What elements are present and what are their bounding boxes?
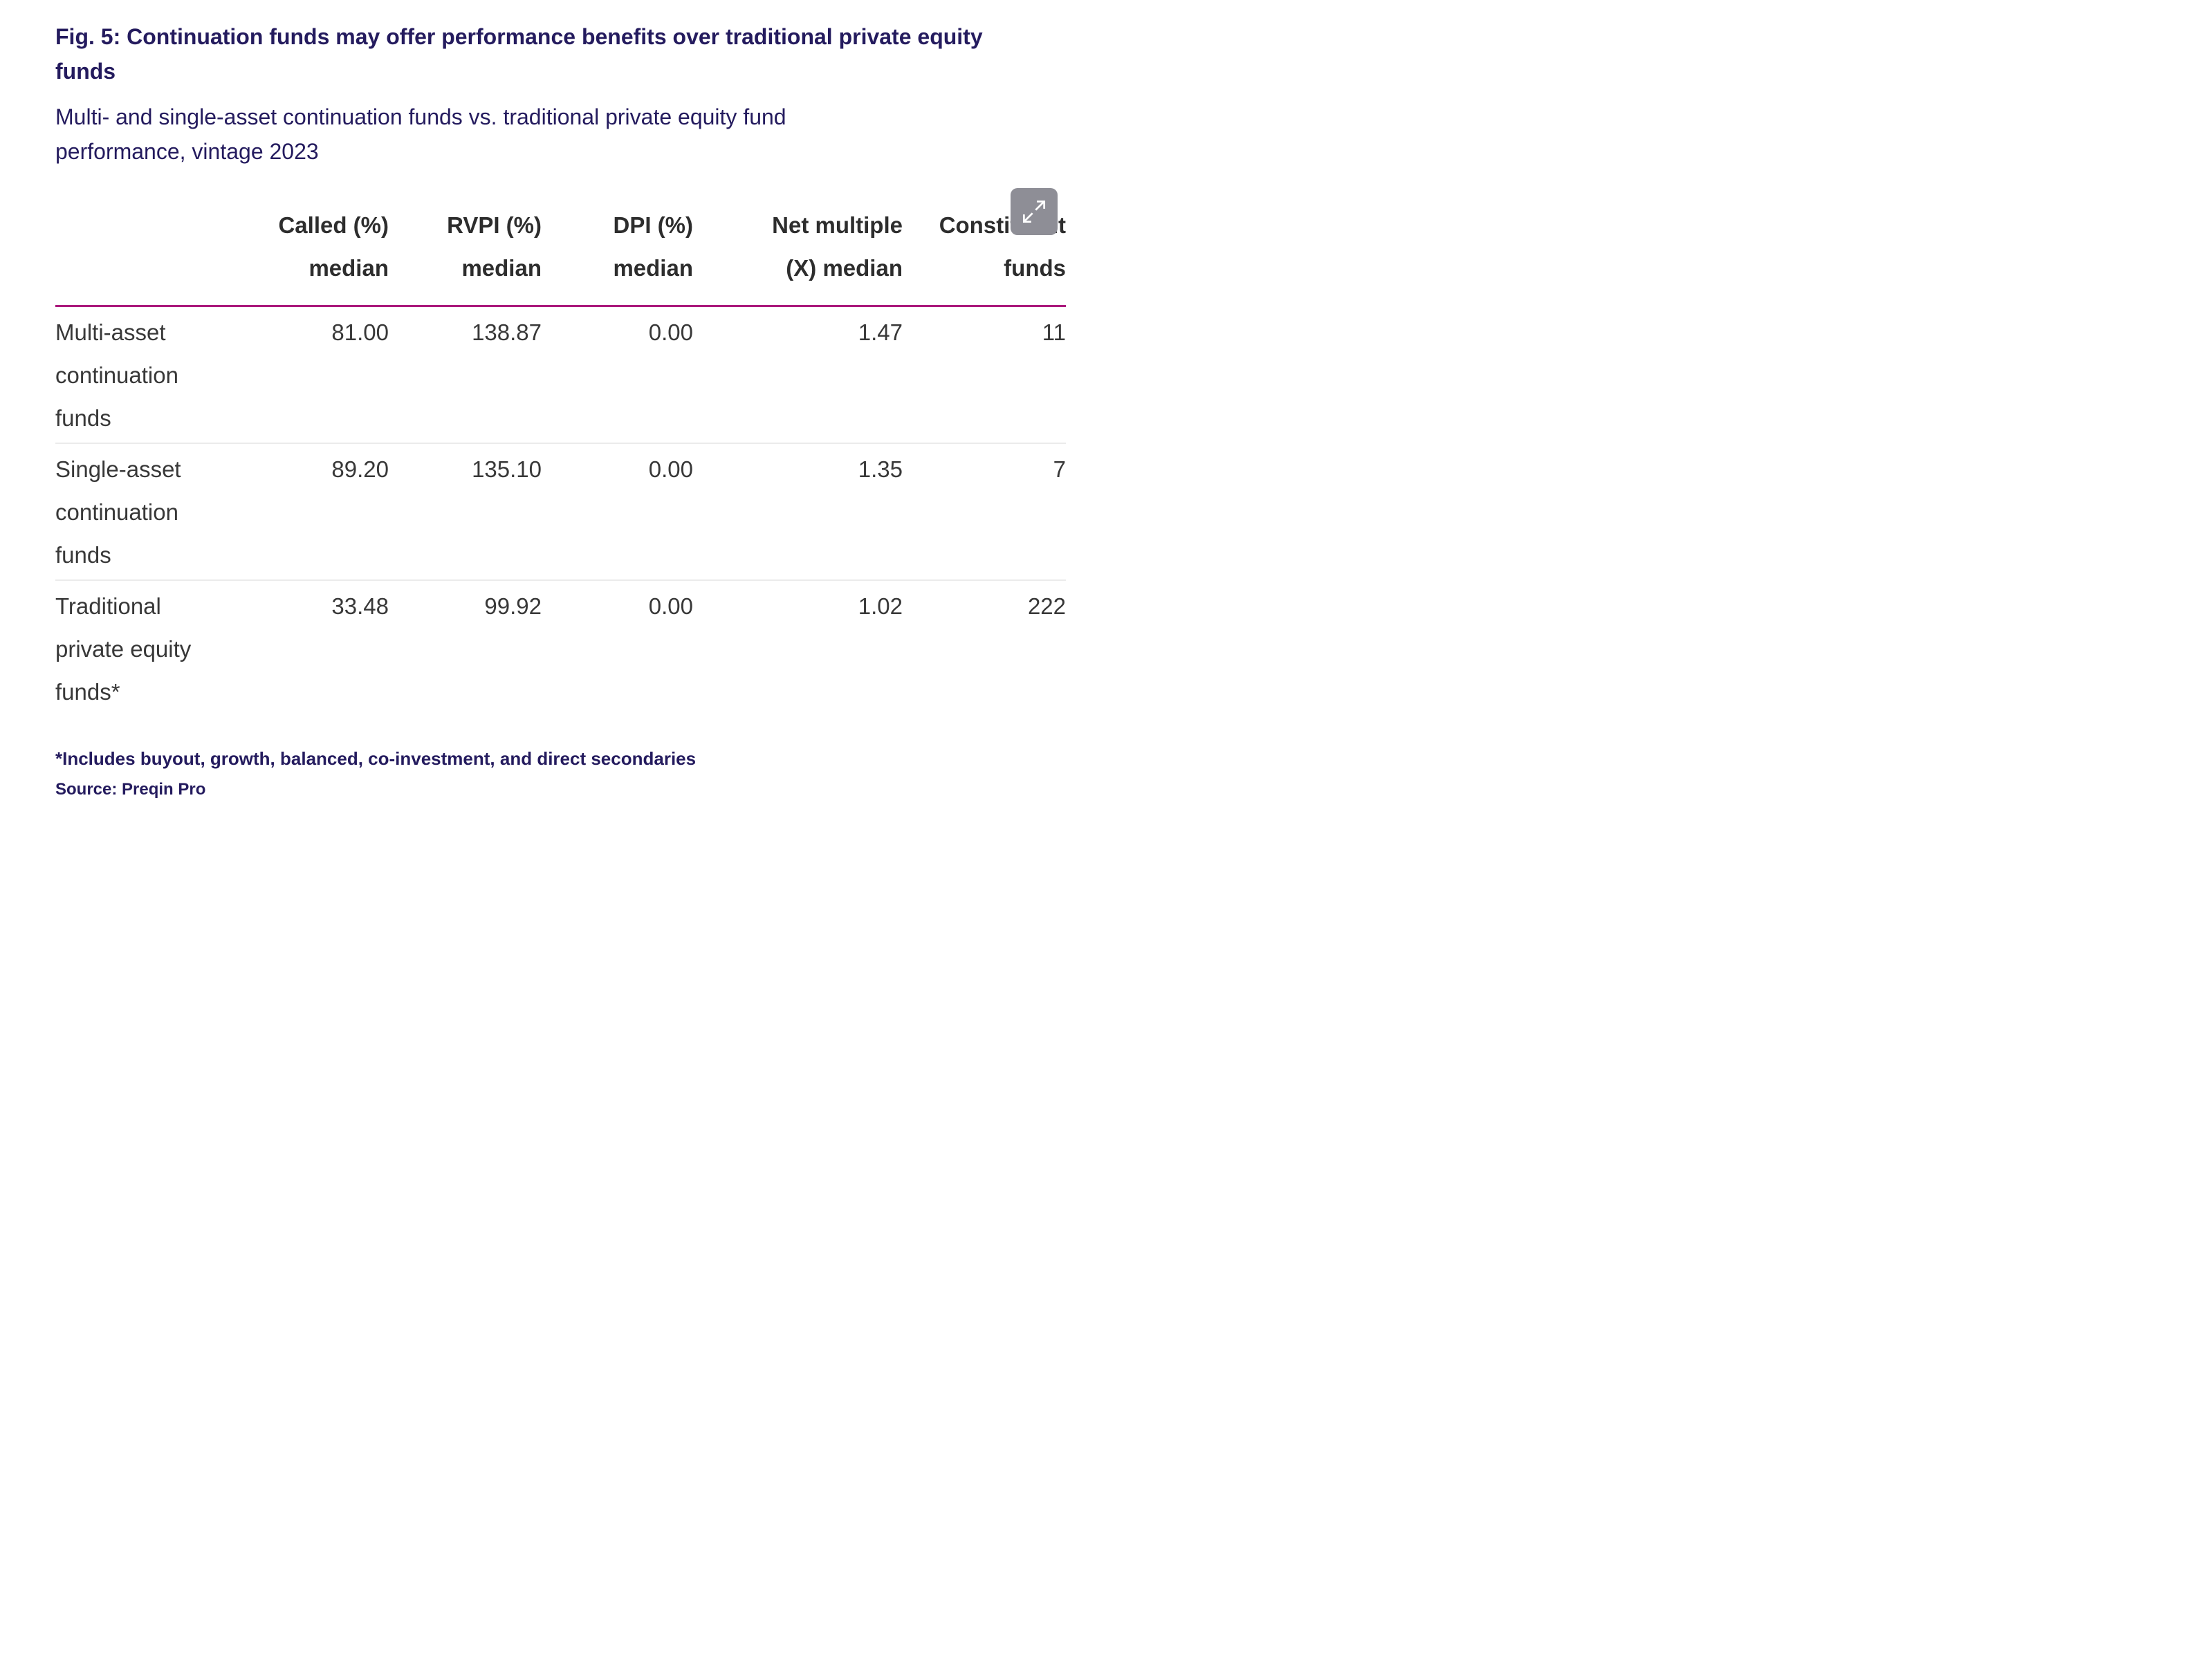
cell-rvpi-median: 138.87	[389, 306, 542, 444]
figure-footnote: *Includes buyout, growth, balanced, co-i…	[55, 748, 697, 769]
cell-constituent-funds: 11	[903, 306, 1066, 444]
table-row-traditional-pe: Traditional private equity funds* 33.48 …	[55, 580, 1066, 716]
column-header-rvpi-line2: median	[461, 255, 542, 281]
column-header-dpi-line2: median	[613, 255, 693, 281]
cell-dpi-median: 0.00	[542, 306, 693, 444]
figure-title-line-2: funds	[55, 59, 116, 84]
figure-subtitle-line-1: Multi- and single-asset continuation fun…	[55, 104, 786, 129]
cell-dpi-median: 0.00	[648, 593, 693, 619]
figure-subtitle: Multi- and single-asset continuation fun…	[55, 100, 1066, 169]
row-label: Traditional private equity funds*	[55, 593, 192, 705]
column-header-dpi: DPI (%) median	[542, 204, 694, 307]
column-header-dpi-line1: DPI (%)	[613, 212, 694, 238]
column-header-called-line1: Called (%)	[278, 212, 389, 238]
column-header-called: Called (%) median	[221, 204, 389, 307]
column-header-blank	[55, 204, 221, 307]
column-header-net-multiple-line2: (X) median	[786, 255, 903, 281]
cell-net-multiple-median: 1.47	[693, 306, 903, 444]
cell-net-multiple-median: 1.35	[693, 443, 903, 581]
column-header-net-multiple-line1: Net multiple	[772, 212, 903, 238]
column-header-called-line2: median	[308, 255, 389, 281]
cell-called-median: 81.00	[221, 306, 389, 444]
figure-title-line-1: Fig. 5: Continuation funds may offer per…	[55, 24, 983, 49]
header-row: Called (%) median RVPI (%) median DPI (%…	[55, 204, 1066, 307]
cell-constituent-funds: 222	[1027, 593, 1066, 619]
column-header-rvpi-line1: RVPI (%)	[447, 212, 542, 238]
row-label: Multi-asset continuation funds	[55, 306, 221, 444]
figure-container: Fig. 5: Continuation funds may offer per…	[0, 0, 1106, 836]
expand-diagonal-arrows-icon	[1019, 196, 1049, 227]
figure-source: Source: Preqin Pro	[55, 780, 206, 799]
column-header-constituent-line2: funds	[1004, 255, 1066, 281]
column-header-rvpi: RVPI (%) median	[389, 204, 542, 307]
cell-called-median: 89.20	[221, 443, 389, 581]
cell-constituent-funds: 7	[903, 443, 1066, 581]
cell-rvpi-median: 99.92	[484, 593, 542, 619]
row-label: Single-asset continuation funds	[55, 443, 221, 581]
cell-dpi-median: 0.00	[542, 443, 693, 581]
table-row-multi-asset: Multi-asset continuation funds 81.00 138…	[55, 306, 1066, 444]
table-header: Called (%) median RVPI (%) median DPI (%…	[55, 204, 1066, 307]
performance-table: Called (%) median RVPI (%) median DPI (%…	[55, 204, 1066, 716]
table-body: Multi-asset continuation funds 81.00 138…	[55, 306, 1066, 717]
cell-called-median: 33.48	[331, 593, 389, 619]
figure-subtitle-line-2: performance, vintage 2023	[55, 139, 319, 164]
column-header-net-multiple: Net multiple (X) median	[693, 204, 903, 307]
table-row-single-asset: Single-asset continuation funds 89.20 13…	[55, 443, 1066, 581]
expand-button[interactable]	[1011, 188, 1058, 235]
cell-net-multiple-median: 1.02	[858, 593, 903, 619]
figure-title: Fig. 5: Continuation funds may offer per…	[55, 19, 1066, 89]
cell-rvpi-median: 135.10	[389, 443, 542, 581]
